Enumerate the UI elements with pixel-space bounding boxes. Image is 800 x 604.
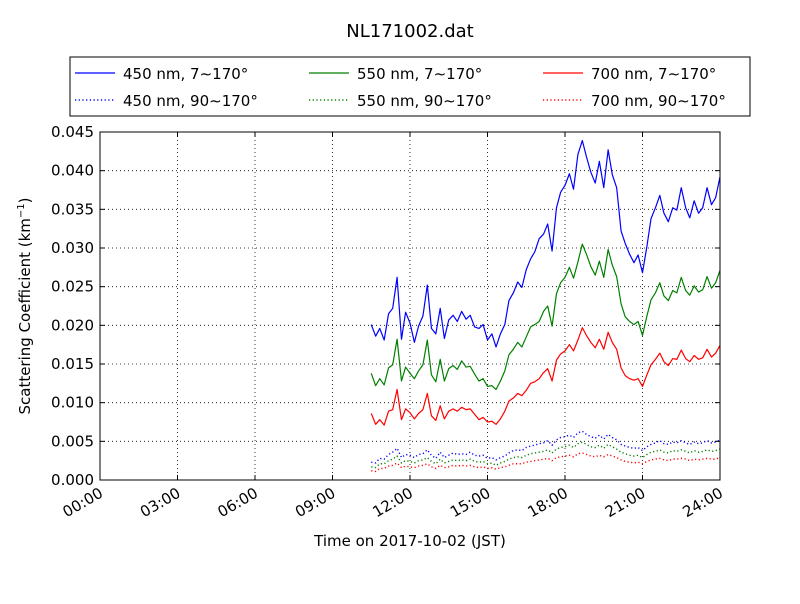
legend-label: 450 nm, 90∼170° [123, 92, 258, 110]
y-axis-label-exponent: −1 [16, 203, 27, 218]
y-tick-label: 0.015 [51, 355, 94, 373]
legend-label: 550 nm, 7∼170° [357, 65, 482, 83]
y-tick-label: 0.035 [51, 200, 94, 218]
legend-label: 550 nm, 90∼170° [357, 92, 492, 110]
legend-label: 700 nm, 90∼170° [591, 92, 726, 110]
series-line [370, 243, 721, 391]
legend-box [69, 56, 751, 117]
y-tick-label: 0.030 [51, 239, 94, 257]
legend: 450 nm, 7∼170° 550 nm, 7∼170° 700 nm, 7∼17… [69, 56, 751, 117]
chart-title: NL171002.dat [346, 21, 473, 42]
y-tick-label: 0.025 [51, 278, 94, 296]
grid-lines [100, 132, 720, 480]
series-line [371, 452, 721, 473]
series-line [370, 139, 721, 348]
y-tick-label: 0.045 [51, 123, 94, 141]
y-axis-label-close: ) [16, 197, 34, 203]
y-axis-label-main: Scattering Coefficient (km [16, 218, 34, 414]
y-axis-label: Scattering Coefficient (km−1) [16, 197, 34, 414]
series-line [370, 327, 721, 426]
y-tick-label: 0.005 [51, 432, 94, 450]
x-axis-label: Time on 2017-10-02 (JST) [313, 532, 506, 550]
plot-series [370, 139, 721, 473]
y-tick-label: 0.000 [51, 471, 94, 489]
legend-label: 450 nm, 7∼170° [123, 65, 248, 83]
legend-label: 700 nm, 7∼170° [591, 65, 716, 83]
y-tick-label: 0.040 [51, 162, 94, 180]
y-tick-label: 0.010 [51, 394, 94, 412]
y-tick-label: 0.020 [51, 316, 94, 334]
